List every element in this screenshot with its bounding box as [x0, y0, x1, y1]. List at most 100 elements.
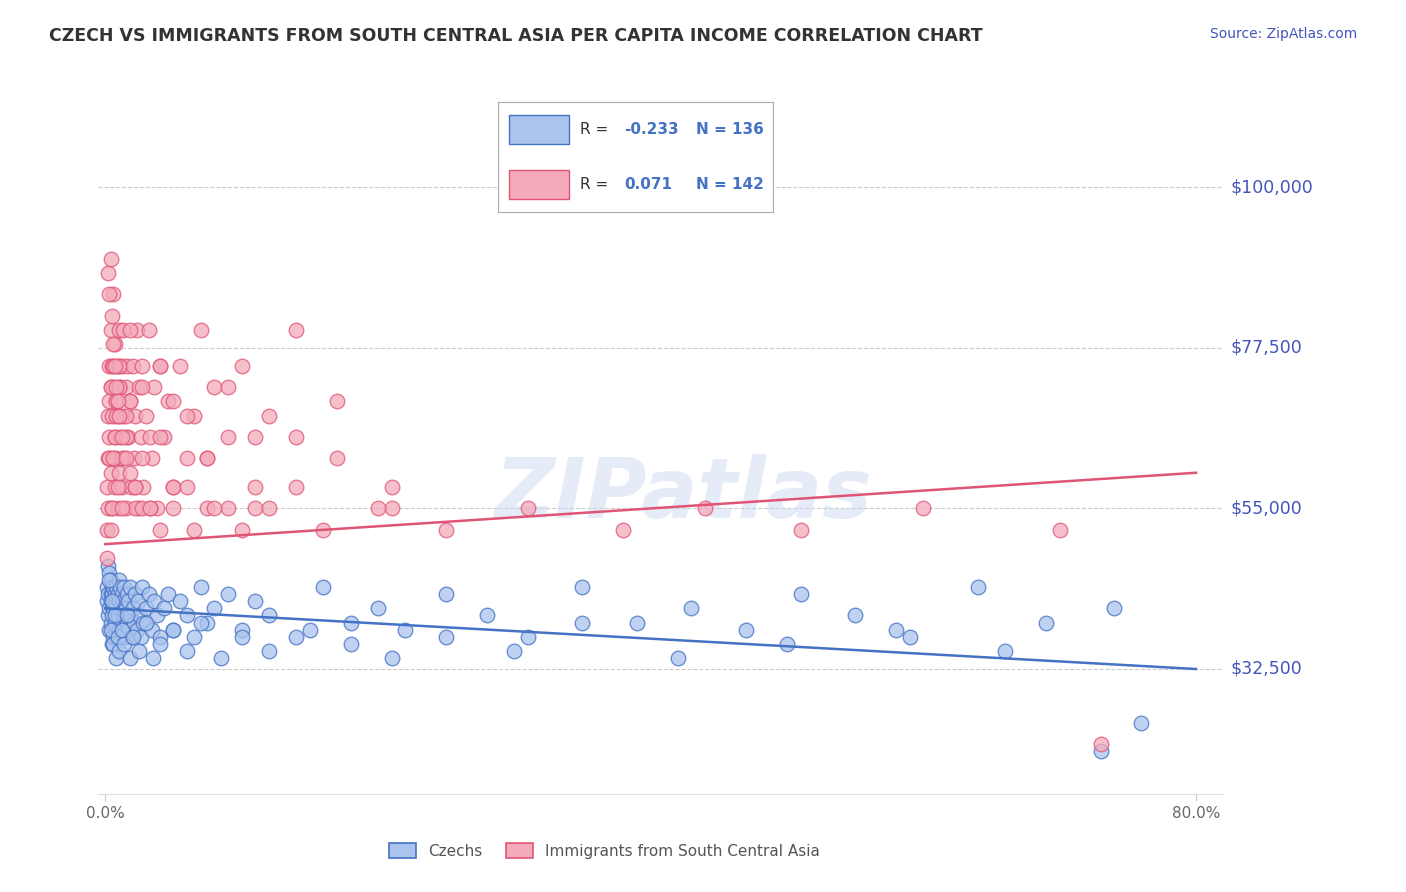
Point	[367, 601, 389, 615]
Point	[98, 573, 121, 587]
Point	[966, 580, 988, 594]
Point	[285, 480, 308, 494]
Point	[97, 266, 120, 280]
Point	[108, 409, 131, 423]
Point	[108, 623, 131, 637]
Point	[326, 394, 349, 409]
Point	[127, 594, 149, 608]
Point	[107, 480, 129, 494]
Point	[124, 587, 146, 601]
Point	[117, 430, 139, 444]
Point	[103, 337, 125, 351]
Point	[121, 601, 143, 615]
Point	[789, 587, 811, 601]
Point	[312, 523, 335, 537]
Point	[100, 623, 122, 637]
Point	[118, 608, 141, 623]
Point	[153, 430, 176, 444]
Point	[100, 587, 122, 601]
Point	[110, 601, 132, 615]
Point	[122, 451, 145, 466]
Point	[149, 523, 172, 537]
Text: CZECH VS IMMIGRANTS FROM SOUTH CENTRAL ASIA PER CAPITA INCOME CORRELATION CHART: CZECH VS IMMIGRANTS FROM SOUTH CENTRAL A…	[49, 27, 983, 45]
Point	[666, 651, 689, 665]
Point	[105, 651, 128, 665]
Point	[105, 394, 128, 409]
Text: $55,000: $55,000	[1230, 500, 1302, 517]
Point	[114, 630, 136, 644]
Point	[105, 394, 128, 409]
Point	[124, 480, 146, 494]
Point	[122, 615, 145, 630]
Point	[475, 608, 498, 623]
Point	[139, 501, 162, 516]
Point	[107, 630, 129, 644]
Point	[105, 380, 128, 394]
Point	[118, 651, 141, 665]
Point	[162, 480, 184, 494]
Point	[105, 601, 128, 615]
Point	[101, 359, 124, 373]
Point	[104, 615, 127, 630]
Point	[132, 615, 155, 630]
Point	[380, 480, 402, 494]
Point	[516, 630, 538, 644]
Point	[98, 566, 121, 580]
Point	[110, 430, 132, 444]
Point	[190, 615, 212, 630]
Point	[626, 615, 648, 630]
Point	[367, 501, 389, 516]
Point	[103, 601, 125, 615]
Point	[143, 380, 166, 394]
Point	[176, 644, 198, 658]
Point	[231, 623, 253, 637]
Point	[103, 359, 125, 373]
Point	[112, 580, 135, 594]
Point	[104, 430, 127, 444]
Point	[149, 359, 172, 373]
Point	[571, 615, 593, 630]
Point	[789, 523, 811, 537]
Point	[97, 608, 120, 623]
Point	[1102, 601, 1125, 615]
Point	[100, 523, 122, 537]
Point	[103, 580, 125, 594]
Point	[183, 630, 205, 644]
Point	[149, 630, 172, 644]
Point	[100, 573, 122, 587]
Point	[434, 523, 457, 537]
Point	[1090, 737, 1112, 751]
Point	[103, 287, 125, 301]
Point	[101, 594, 124, 608]
Point	[139, 501, 162, 516]
Point	[128, 608, 150, 623]
Point	[107, 587, 129, 601]
Point	[98, 287, 121, 301]
Point	[108, 644, 131, 658]
Point	[146, 501, 169, 516]
Point	[110, 480, 132, 494]
Point	[257, 409, 280, 423]
Point	[110, 623, 132, 637]
Point	[110, 380, 132, 394]
Point	[108, 594, 131, 608]
Point	[142, 651, 165, 665]
Point	[135, 601, 157, 615]
Point	[394, 623, 416, 637]
Point	[120, 480, 142, 494]
Point	[114, 409, 136, 423]
Point	[111, 323, 134, 337]
Point	[135, 615, 157, 630]
Text: ZIPatlas: ZIPatlas	[495, 454, 872, 534]
Point	[110, 359, 132, 373]
Point	[97, 451, 120, 466]
Point	[103, 380, 125, 394]
Point	[108, 573, 131, 587]
Point	[183, 523, 205, 537]
Point	[124, 480, 146, 494]
Point	[112, 608, 135, 623]
Point	[176, 451, 198, 466]
Point	[285, 430, 308, 444]
Point	[141, 451, 163, 466]
Point	[107, 608, 129, 623]
